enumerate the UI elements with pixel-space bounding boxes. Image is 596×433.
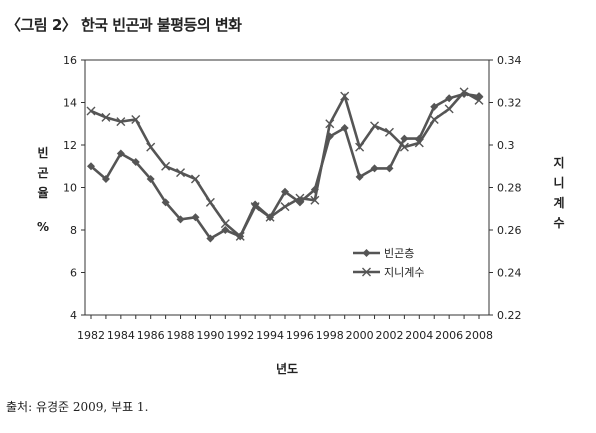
data-point-diamond — [131, 158, 140, 166]
legend-label: 지니계수 — [384, 266, 424, 279]
figure-source: 출처: 유경준 2009, 부표 1. — [6, 400, 149, 414]
data-point-x — [146, 142, 156, 152]
data-point-x — [340, 91, 350, 101]
data-point-diamond — [221, 226, 230, 234]
left-y-axis-label-char: % — [37, 220, 49, 234]
data-point-diamond — [355, 172, 364, 181]
data-point-x — [116, 117, 126, 127]
data-point-x — [474, 95, 484, 105]
data-point-diamond — [101, 175, 110, 183]
right-y-tick-label: 0.22 — [497, 309, 522, 322]
data-point-x — [310, 195, 320, 205]
x-tick-label: 1996 — [286, 329, 314, 342]
data-point-x — [384, 127, 394, 137]
figure-title: 〈그림 2〉 한국 빈곤과 불평등의 변화 — [6, 16, 242, 34]
data-point-x — [176, 168, 186, 178]
right-y-tick-label: 0.34 — [497, 54, 522, 67]
data-point-diamond — [445, 94, 454, 103]
x-tick-label: 1986 — [137, 329, 165, 342]
data-point-diamond — [87, 162, 95, 171]
data-point-x — [161, 161, 171, 171]
data-point-x — [459, 87, 469, 97]
data-point-diamond — [385, 164, 394, 173]
x-tick-label: 1984 — [107, 329, 135, 342]
data-point-x — [325, 119, 335, 129]
plot-frame — [84, 59, 490, 316]
data-point-diamond — [116, 149, 125, 158]
left-y-tick-label: 6 — [70, 267, 77, 280]
data-point-diamond — [176, 215, 185, 224]
left-y-axis-label-char: 율 — [37, 186, 48, 200]
series-line-2 — [90, 90, 480, 239]
left-y-tick-label: 16 — [63, 54, 77, 67]
data-point-x — [265, 212, 275, 222]
left-y-axis-label-char: 곤 — [37, 166, 48, 180]
data-point-x — [250, 202, 260, 212]
legend-label: 빈곤층 — [384, 247, 414, 260]
x-tick-label: 1982 — [77, 329, 105, 342]
data-point-diamond — [430, 102, 439, 111]
x-tick-label: 2002 — [375, 329, 403, 342]
right-y-tick-label: 0.28 — [497, 182, 522, 195]
x-tick-label: 1998 — [316, 329, 344, 342]
right-y-tick-label: 0.3 — [497, 139, 515, 152]
x-tick-label: 1992 — [226, 329, 254, 342]
x-tick-label: 1988 — [167, 329, 195, 342]
data-point-diamond — [146, 175, 155, 183]
left-y-tick-label: 10 — [63, 182, 77, 195]
data-point-x — [429, 115, 439, 124]
data-point-x — [205, 197, 215, 207]
x-tick-label: 2004 — [405, 329, 433, 342]
series-line-1 — [90, 92, 480, 241]
data-point-x — [86, 106, 96, 116]
data-point-diamond — [191, 213, 200, 222]
right-y-axis-label-char: 수 — [553, 216, 564, 230]
x-axis-label: 년도 — [276, 362, 298, 376]
data-point-x — [399, 142, 409, 152]
x-tick-label: 1990 — [196, 329, 224, 342]
data-point-x — [280, 202, 290, 212]
data-point-x — [190, 174, 200, 184]
data-point-x — [295, 193, 305, 203]
data-point-diamond — [281, 187, 289, 196]
data-point-diamond — [370, 164, 379, 173]
legend-marker-diamond — [362, 249, 371, 257]
right-y-axis-label-char: 지 — [553, 155, 564, 170]
x-tick-label: 2000 — [346, 329, 374, 342]
x-tick-label: 1994 — [256, 329, 284, 342]
data-point-diamond — [206, 234, 215, 243]
data-point-x — [101, 112, 111, 122]
right-y-tick-label: 0.26 — [497, 224, 522, 237]
left-y-tick-label: 8 — [70, 224, 77, 237]
right-y-axis-label-char: 니 — [553, 175, 564, 190]
left-y-axis-label-char: 빈 — [37, 145, 48, 160]
data-point-x — [235, 231, 245, 241]
data-point-x — [444, 104, 454, 114]
data-point-diamond — [400, 134, 409, 143]
data-point-x — [355, 142, 365, 152]
data-point-x — [220, 219, 230, 229]
left-y-tick-label: 4 — [70, 309, 77, 322]
right-y-tick-label: 0.32 — [497, 97, 522, 110]
data-point-x — [131, 115, 141, 124]
x-tick-label: 2006 — [435, 329, 463, 342]
left-y-tick-label: 14 — [63, 97, 77, 110]
x-tick-label: 2008 — [465, 329, 493, 342]
right-y-tick-label: 0.24 — [497, 267, 522, 280]
data-point-diamond — [161, 198, 170, 207]
data-point-diamond — [340, 124, 349, 132]
left-y-tick-label: 12 — [63, 139, 77, 152]
data-point-x — [414, 138, 424, 148]
data-point-x — [370, 121, 380, 131]
right-y-axis-label-char: 계 — [553, 195, 564, 210]
legend-marker-x — [362, 267, 371, 277]
